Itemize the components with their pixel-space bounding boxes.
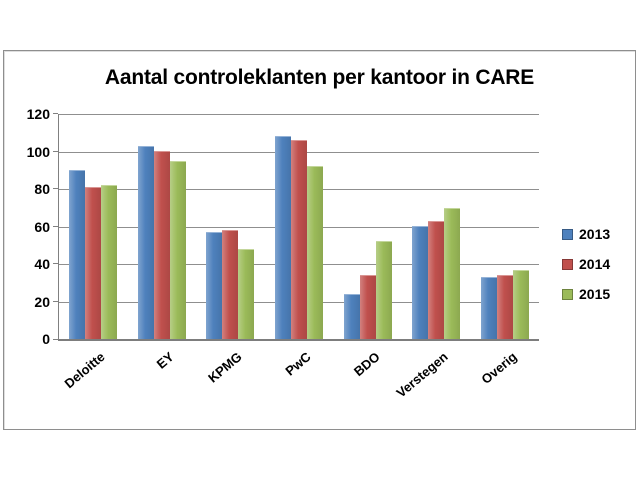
bar-2013-deloitte: [69, 170, 85, 339]
bar-2015-ey: [170, 161, 186, 339]
legend-item-2015: 2015: [562, 286, 610, 302]
y-axis-tick-label: 40: [34, 256, 50, 272]
bar-2015-overig: [513, 270, 529, 339]
bar-2014-verstegen: [428, 221, 444, 339]
y-axis-tick: [53, 300, 58, 302]
x-axis-category-label: Verstegen: [393, 349, 451, 401]
x-axis-category-label: PwC: [282, 349, 314, 379]
x-axis-category-label: EY: [153, 349, 177, 372]
bar-2014-bdo: [360, 275, 376, 339]
legend-color-swatch: [562, 258, 573, 270]
legend-label: 2014: [579, 256, 611, 272]
x-axis-category-label: Deloitte: [61, 349, 108, 392]
bar-2014-kpmg: [222, 230, 238, 339]
y-axis-tick-label: 80: [34, 181, 50, 197]
legend-color-swatch: [562, 288, 573, 300]
bar-2015-pwc: [307, 166, 323, 339]
plot-area: [58, 114, 539, 341]
y-axis-tick: [53, 339, 58, 340]
bar-2013-bdo: [344, 294, 360, 339]
bar-2013-ey: [138, 146, 154, 339]
legend-label: 2015: [579, 286, 611, 302]
chart-frame: Aantal controleklanten per kantoor in CA…: [3, 50, 636, 430]
y-axis-tick: [53, 150, 58, 152]
y-axis-tick-label: 0: [42, 331, 50, 347]
legend-item-2013: 2013: [562, 226, 610, 242]
legend-color-swatch: [562, 228, 573, 240]
bar-2015-deloitte: [101, 185, 117, 339]
bar-2013-overig: [481, 277, 497, 339]
bar-2014-overig: [497, 275, 513, 339]
chart-title: Aantal controleklanten per kantoor in CA…: [104, 66, 535, 89]
y-axis-tick: [53, 113, 58, 114]
x-axis-category-label: BDO: [350, 349, 383, 380]
bar-2015-kpmg: [238, 249, 254, 339]
y-axis-tick-label: 60: [34, 218, 50, 235]
bar-2014-pwc: [291, 140, 307, 339]
y-axis-tick: [53, 225, 58, 227]
x-axis-category-label: KPMG: [205, 349, 246, 386]
bar-2014-deloitte: [85, 187, 101, 339]
x-axis-category-label: Overig: [478, 349, 520, 387]
y-axis-tick-label: 20: [34, 293, 50, 310]
bar-2013-verstegen: [412, 226, 428, 339]
bar-2013-kpmg: [206, 232, 222, 339]
y-axis-tick-label: 120: [26, 106, 50, 122]
bar-2015-verstegen: [444, 208, 460, 339]
bar-2013-pwc: [275, 136, 291, 339]
gridline: [59, 114, 539, 115]
legend-label: 2013: [579, 226, 611, 242]
y-axis-tick: [53, 188, 58, 189]
y-axis-tick: [53, 263, 58, 264]
bar-2015-bdo: [376, 241, 392, 339]
y-axis-tick-label: 100: [26, 143, 50, 160]
bar-2014-ey: [154, 151, 170, 339]
legend-item-2014: 2014: [562, 256, 610, 272]
